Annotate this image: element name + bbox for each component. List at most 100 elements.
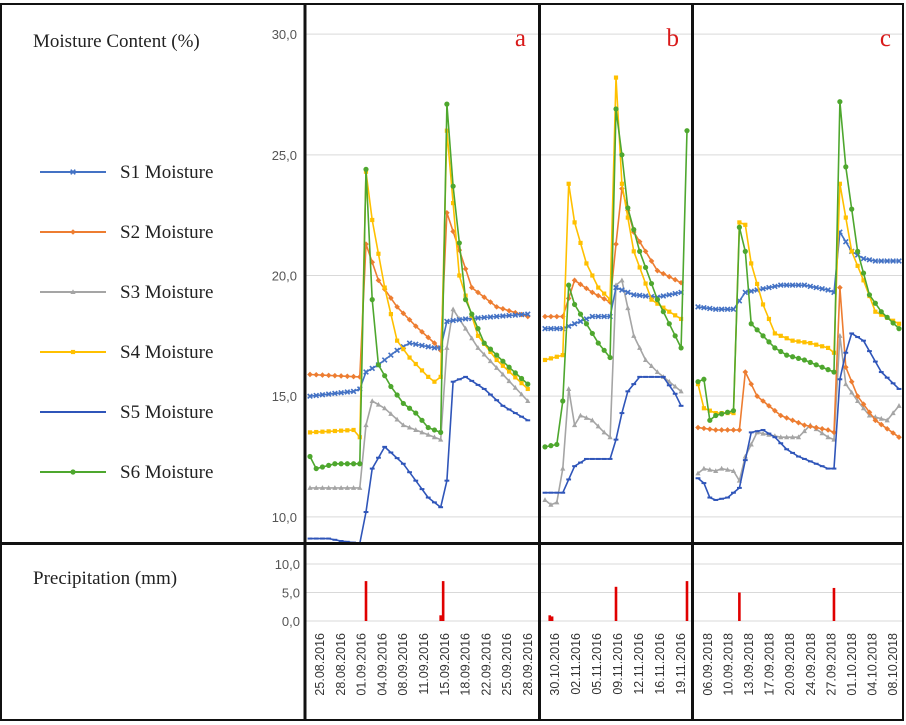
data-point-marker (777, 412, 784, 419)
data-point-marker (307, 430, 313, 435)
data-point-marker (743, 222, 748, 227)
data-point-marker (660, 375, 666, 378)
data-point-marker (462, 266, 469, 272)
data-point-marker (456, 247, 463, 253)
data-point-marker (326, 462, 332, 468)
data-point-marker (344, 540, 350, 543)
data-point-marker (673, 313, 678, 318)
data-point-marker (613, 241, 619, 247)
data-point-marker (419, 329, 425, 335)
series-s1-moisture (307, 311, 531, 400)
data-point-marker (649, 375, 654, 378)
data-point-marker (837, 99, 843, 105)
data-point-marker (872, 360, 878, 363)
data-point-marker (790, 338, 795, 343)
series-s6-moisture (695, 99, 902, 423)
legend-item: S6 Moisture (40, 462, 213, 483)
date-tick-label: 04.09.2016 (375, 633, 389, 696)
data-point-marker (825, 467, 831, 470)
data-point-marker (718, 427, 725, 433)
data-point-marker (475, 289, 481, 296)
data-point-marker (450, 183, 456, 189)
data-point-marker (481, 351, 487, 357)
data-point-marker (319, 391, 326, 398)
data-point-marker (802, 457, 807, 460)
data-point-marker (332, 372, 338, 379)
data-point-marker (730, 427, 737, 433)
data-point-marker (760, 302, 766, 307)
data-point-marker (777, 282, 784, 289)
data-point-marker (819, 430, 825, 436)
data-point-marker (419, 368, 425, 373)
data-point-marker (338, 389, 344, 396)
data-point-marker (400, 310, 407, 317)
data-point-marker (559, 313, 566, 320)
data-point-marker (724, 427, 731, 433)
data-point-marker (370, 217, 375, 223)
data-point-marker (666, 384, 672, 387)
data-point-marker (506, 307, 512, 314)
data-point-marker (873, 309, 878, 314)
data-point-marker (719, 411, 725, 417)
data-point-marker (713, 468, 719, 474)
data-point-marker (760, 428, 766, 431)
data-point-marker (701, 376, 707, 382)
data-point-marker (736, 427, 743, 433)
data-point-marker (475, 383, 481, 386)
data-point-marker (672, 383, 678, 389)
data-point-marker (849, 249, 854, 254)
data-point-marker (654, 297, 661, 303)
data-point-marker (319, 485, 326, 490)
data-point-marker (419, 417, 425, 423)
data-point-marker (412, 323, 419, 329)
data-point-marker (344, 461, 350, 467)
date-tick-label: 01.10.2018 (845, 633, 859, 696)
data-point-marker (613, 75, 619, 80)
data-point-marker (70, 469, 76, 475)
data-point-marker (572, 465, 577, 468)
data-point-marker (344, 373, 351, 380)
data-point-marker (884, 314, 890, 320)
data-point-marker (637, 248, 643, 254)
data-point-marker (560, 465, 566, 471)
data-point-marker (860, 270, 867, 276)
data-point-marker (861, 339, 866, 342)
data-point-marker (319, 464, 326, 470)
data-point-marker (584, 261, 589, 266)
data-point-marker (577, 281, 584, 288)
data-point-marker (654, 267, 661, 274)
data-point-marker (469, 335, 475, 341)
data-point-marker (425, 432, 431, 437)
data-point-marker (500, 371, 506, 377)
data-point-marker (513, 375, 518, 380)
data-point-marker (425, 424, 431, 431)
precipitation-tick-label: 5,0 (282, 586, 300, 601)
data-point-marker (313, 392, 320, 399)
data-point-marker (319, 372, 326, 378)
data-point-marker (672, 290, 679, 297)
data-point-marker (571, 320, 578, 327)
data-point-marker (831, 369, 837, 375)
data-point-marker (444, 479, 450, 482)
date-tick-label: 19.11.2016 (674, 633, 688, 695)
data-point-marker (307, 393, 313, 400)
date-tick-label: 30.10.2016 (548, 633, 562, 696)
data-point-marker (742, 459, 748, 462)
data-point-marker (602, 291, 607, 296)
data-point-marker (795, 419, 802, 426)
date-tick-label: 15.09.2016 (438, 633, 452, 696)
data-point-marker (843, 381, 849, 387)
data-point-marker (842, 364, 849, 371)
data-point-marker (601, 429, 607, 435)
data-point-marker (707, 496, 713, 499)
data-point-marker (666, 273, 673, 280)
data-point-marker (438, 429, 444, 435)
data-point-marker (754, 430, 760, 433)
legend-label: S5 Moisture (120, 402, 213, 423)
panel-c (695, 99, 902, 501)
data-point-marker (607, 434, 613, 440)
date-tick-label: 10.09.2018 (722, 633, 736, 696)
gridlines (306, 33, 903, 622)
panel-label: a (515, 25, 526, 52)
data-point-marker (655, 301, 660, 306)
